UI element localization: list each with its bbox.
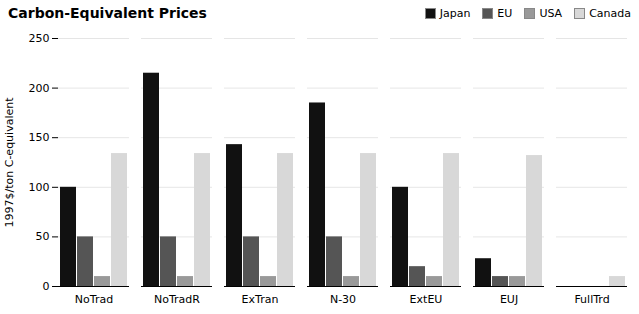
svg-text:NoTrad: NoTrad — [75, 293, 113, 306]
svg-text:250: 250 — [29, 32, 50, 45]
svg-text:1997$/ton C-equivalent: 1997$/ton C-equivalent — [3, 97, 16, 228]
html-text:USA: USA — [539, 6, 563, 20]
svg-text:50: 50 — [36, 230, 50, 243]
svg-text:ExTran: ExTran — [242, 293, 279, 306]
svg-text:EUJ: EUJ — [500, 293, 518, 306]
svg-text:NoTradR: NoTradR — [154, 293, 200, 306]
svg-text:N-30: N-30 — [330, 293, 356, 306]
svg-text:200: 200 — [29, 82, 50, 95]
svg-text:100: 100 — [29, 181, 50, 194]
svg-text:FullTrd: FullTrd — [574, 293, 609, 306]
svg-text:0: 0 — [43, 280, 50, 293]
html-text:EU: EU — [497, 6, 513, 20]
svg-text:150: 150 — [29, 131, 50, 144]
html-text:Canada: Canada — [589, 6, 631, 20]
html-text:Carbon-Equivalent Prices: Carbon-Equivalent Prices — [8, 5, 207, 21]
html-text:Japan: Japan — [439, 6, 471, 20]
svg-text:ExtEU: ExtEU — [410, 293, 443, 306]
